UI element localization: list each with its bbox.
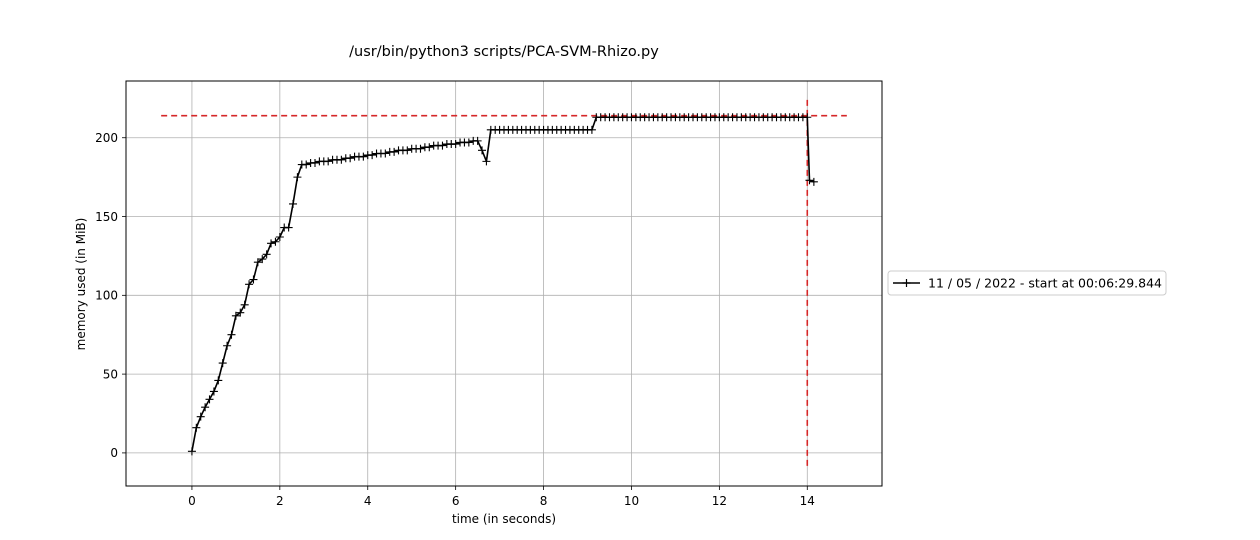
data-point-marker (473, 136, 482, 145)
data-point-marker (381, 149, 390, 158)
data-point-marker (240, 300, 249, 309)
y-tick-label: 50 (103, 367, 118, 381)
y-tick-label: 100 (95, 289, 118, 303)
data-point-marker (390, 147, 399, 156)
data-point-marker (359, 152, 368, 161)
data-point-marker (337, 155, 346, 164)
data-point-marker (438, 141, 447, 150)
x-tick-label: 4 (364, 494, 372, 508)
data-point-marker (311, 158, 319, 167)
x-tick-label: 0 (188, 494, 196, 508)
data-point-marker (293, 173, 302, 182)
data-point-marker (187, 447, 196, 456)
data-point-marker (271, 237, 280, 246)
x-axis-label: time (in seconds) (452, 512, 556, 526)
data-point-marker (227, 330, 236, 339)
data-point-marker (267, 239, 276, 248)
data-point-marker (214, 376, 223, 385)
x-axis-ticks: 0 2 4 6 8 10 12 14 (188, 486, 815, 508)
data-point-marker (324, 157, 333, 166)
data-point-marker (245, 280, 254, 289)
data-point-marker (805, 176, 814, 185)
data-point-marker (368, 151, 377, 160)
x-tick-label: 10 (624, 494, 639, 508)
y-tick-label: 0 (110, 446, 118, 460)
legend-label: 11 / 05 / 2022 - start at 00:06:29.844 (928, 276, 1162, 291)
data-point-marker (262, 250, 271, 259)
chart-title: /usr/bin/python3 scripts/PCA-SVM-Rhizo.p… (349, 44, 659, 60)
data-point-marker (209, 387, 218, 396)
data-point-marker (236, 308, 245, 317)
x-tick-label: 2 (276, 494, 284, 508)
x-tick-label: 8 (540, 494, 548, 508)
data-point-marker (803, 113, 812, 122)
data-point-marker (403, 146, 412, 155)
data-point-marker (253, 258, 262, 267)
data-point-marker (451, 140, 460, 149)
y-tick-label: 200 (95, 131, 118, 145)
data-point-marker (464, 138, 473, 147)
legend-marker (902, 279, 911, 287)
legend: 11 / 05 / 2022 - start at 00:06:29.844 (887, 270, 1167, 296)
data-point-marker (478, 146, 487, 155)
data-point-marker (196, 412, 205, 421)
y-axis-label: memory used (in MiB) (74, 218, 88, 351)
data-point-marker (809, 177, 818, 186)
data-point-marker (289, 199, 298, 208)
data-point-marker (192, 423, 201, 432)
y-axis-ticks: 0 50 100 150 200 (95, 131, 126, 460)
data-point-marker (302, 160, 311, 169)
data-point-marker (205, 395, 214, 404)
x-tick-label: 6 (452, 494, 460, 508)
data-point-marker (482, 157, 491, 166)
data-point-marker (284, 223, 293, 232)
data-point-marker (346, 154, 355, 163)
grid-layer (126, 81, 882, 486)
x-tick-label: 12 (712, 494, 727, 508)
data-point-marker (587, 125, 596, 134)
data-point-marker (223, 341, 232, 350)
data-point-marker (249, 275, 258, 284)
y-tick-label: 150 (95, 210, 118, 224)
x-tick-label: 14 (800, 494, 815, 508)
plot-frame (125, 80, 883, 487)
legend-box (887, 270, 1167, 296)
data-point-marker (258, 255, 267, 264)
data-point-marker (425, 143, 434, 152)
data-point-marker (218, 359, 227, 368)
series-layer (187, 113, 818, 456)
data-point-marker (416, 144, 425, 153)
data-point-marker (201, 403, 210, 412)
data-point-marker (275, 233, 284, 242)
data-point-marker (231, 311, 240, 320)
